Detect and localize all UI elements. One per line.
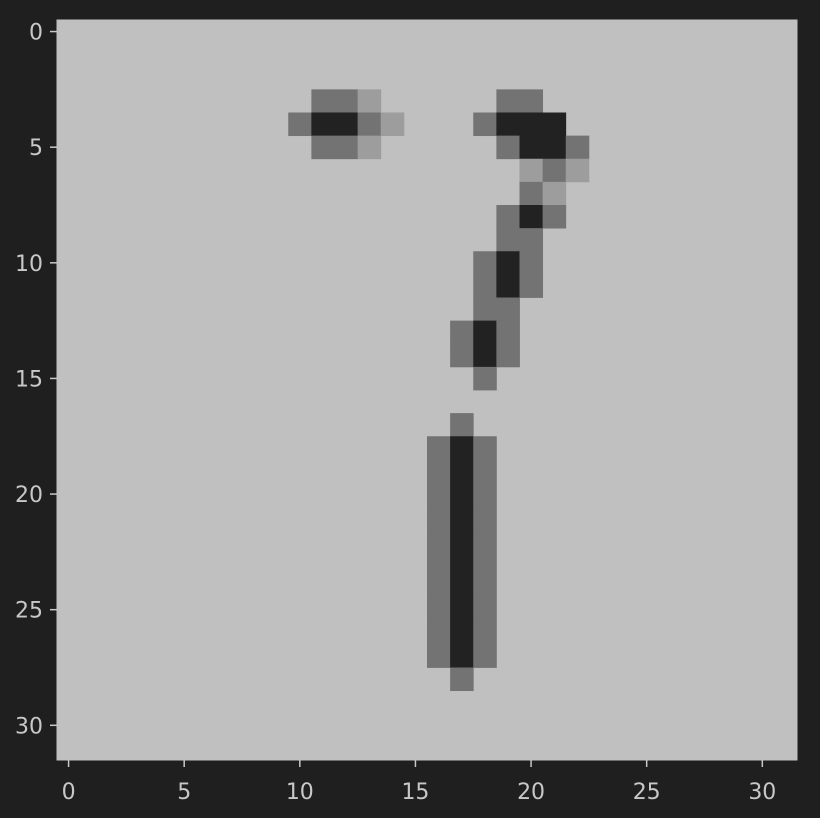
heatmap-cell xyxy=(450,529,474,553)
heatmap-cell xyxy=(473,251,497,275)
heatmap-cell xyxy=(520,251,544,275)
heatmap-cell xyxy=(473,621,497,645)
heatmap-cell xyxy=(335,113,359,137)
y-tick-label: 20 xyxy=(15,483,43,508)
heatmap-cell xyxy=(427,621,451,645)
heatmap-cell xyxy=(496,205,520,229)
heatmap-cell xyxy=(427,598,451,622)
heatmap-cell xyxy=(473,344,497,368)
heatmap-cell xyxy=(496,251,520,275)
heatmap-cell xyxy=(473,321,497,345)
x-tick-label: 10 xyxy=(286,780,314,805)
heatmap-cell xyxy=(496,136,520,160)
heatmap-cell xyxy=(543,205,567,229)
heatmap-cell xyxy=(473,552,497,576)
heatmap-cell xyxy=(450,506,474,530)
heatmap-cell xyxy=(496,228,520,252)
heatmap-cell xyxy=(543,113,567,137)
heatmap-cell xyxy=(520,274,544,298)
heatmap-cell xyxy=(358,113,382,137)
heatmap-cell xyxy=(450,552,474,576)
heatmap-cell xyxy=(450,436,474,460)
y-tick-label: 5 xyxy=(29,136,43,161)
heatmap-cell xyxy=(473,483,497,507)
y-tick-label: 25 xyxy=(15,599,43,624)
heatmap-cell xyxy=(450,321,474,345)
heatmap-cell xyxy=(427,575,451,599)
heatmap-cell xyxy=(543,136,567,160)
heatmap-cell xyxy=(496,113,520,137)
heatmap-cell xyxy=(288,113,312,137)
heatmap-cell xyxy=(427,529,451,553)
heatmap-cell xyxy=(520,136,544,160)
heatmap-cell xyxy=(335,136,359,160)
y-tick-label: 30 xyxy=(15,714,43,739)
y-tick-label: 0 xyxy=(29,21,43,46)
plot-area xyxy=(57,20,797,760)
heatmap-cell xyxy=(358,136,382,160)
heatmap-cell xyxy=(311,113,335,137)
x-tick-label: 20 xyxy=(517,780,545,805)
heatmap-cell xyxy=(473,367,497,391)
heatmap-cell xyxy=(450,459,474,483)
heatmap-cell xyxy=(473,459,497,483)
x-tick-label: 15 xyxy=(401,780,429,805)
heatmap-cell xyxy=(473,436,497,460)
heatmap-cell xyxy=(520,89,544,113)
x-tick-label: 25 xyxy=(633,780,661,805)
heatmap-cell xyxy=(473,598,497,622)
heatmap-cell xyxy=(427,552,451,576)
heatmap-cell xyxy=(473,274,497,298)
heatmap-cell xyxy=(450,413,474,437)
heatmap-cell xyxy=(566,159,590,183)
heatmap-cell xyxy=(427,506,451,530)
x-tick-label: 30 xyxy=(748,780,776,805)
heatmap-cell xyxy=(311,89,335,113)
heatmap-cell xyxy=(496,89,520,113)
heatmap-cell xyxy=(473,298,497,322)
heatmap-cell xyxy=(543,182,567,206)
heatmap-cell xyxy=(335,89,359,113)
heatmap-cell xyxy=(473,644,497,668)
heatmap-cell xyxy=(473,506,497,530)
heatmap-cell xyxy=(427,459,451,483)
heatmap-cell xyxy=(496,274,520,298)
heatmap-cell xyxy=(473,575,497,599)
y-tick-label: 15 xyxy=(15,367,43,392)
heatmap-cell xyxy=(566,136,590,160)
y-tick-label: 10 xyxy=(15,252,43,277)
heatmap-cell xyxy=(473,113,497,137)
heatmap-cell xyxy=(427,644,451,668)
heatmap-cell xyxy=(358,89,382,113)
x-tick-label: 0 xyxy=(62,780,76,805)
heatmap-cell xyxy=(427,483,451,507)
x-tick-label: 5 xyxy=(177,780,191,805)
heatmap-cell xyxy=(450,483,474,507)
heatmap-cell xyxy=(496,321,520,345)
heatmap-cell xyxy=(450,644,474,668)
heatmap-cell xyxy=(520,205,544,229)
heatmap-cell xyxy=(311,136,335,160)
heatmap-cell xyxy=(520,228,544,252)
heatmap-cell xyxy=(450,668,474,692)
heatmap-cell xyxy=(450,621,474,645)
heatmap-cell xyxy=(520,113,544,137)
heatmap-cell xyxy=(427,436,451,460)
heatmap-cell xyxy=(450,344,474,368)
heatmap-cell xyxy=(450,598,474,622)
heatmap-cell xyxy=(381,113,405,137)
heatmap-cell xyxy=(450,575,474,599)
heatmap-cell xyxy=(496,298,520,322)
heatmap-cell xyxy=(473,529,497,553)
heatmap-cell xyxy=(543,159,567,183)
heatmap-cell xyxy=(520,159,544,183)
heatmap-cell xyxy=(520,182,544,206)
heatmap-cell xyxy=(496,344,520,368)
